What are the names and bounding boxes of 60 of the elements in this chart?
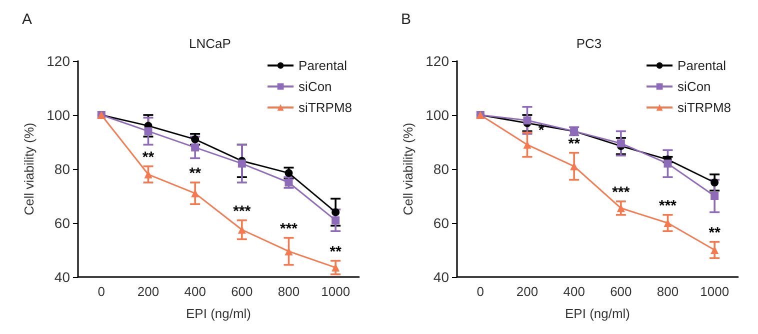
chart-title: PC3 — [576, 36, 602, 51]
point — [710, 192, 719, 200]
y-tick-label: 100 — [46, 107, 70, 123]
x-tick-label: 800 — [656, 284, 679, 299]
x-tick-label: 200 — [516, 284, 538, 299]
legend-label: Parental — [678, 58, 726, 73]
point — [616, 139, 625, 148]
y-axis-title: Cell viability (%) — [22, 122, 37, 216]
point — [664, 160, 672, 168]
y-tick-label: 120 — [46, 53, 70, 69]
point — [523, 116, 532, 124]
point — [191, 135, 200, 144]
x-tick-label: 600 — [610, 284, 632, 299]
point — [332, 208, 340, 216]
x-tick-label: 400 — [563, 284, 585, 299]
y-axis-title: Cell viability (%) — [400, 122, 416, 216]
y-tick-label: 100 — [426, 107, 450, 123]
y-tick-label: 80 — [433, 161, 450, 177]
point — [238, 160, 246, 168]
y-tick-label: 40 — [433, 269, 450, 285]
point — [332, 264, 340, 272]
point — [284, 169, 293, 178]
x-tick-label: 600 — [231, 284, 253, 299]
text: A — [22, 11, 32, 28]
y-tick-label: 120 — [426, 53, 450, 69]
annotation: ** — [189, 165, 202, 182]
legend-label: siTRPM8 — [298, 100, 352, 115]
x-tick-label: 1000 — [321, 284, 350, 299]
legend-label: siTRPM8 — [678, 100, 732, 115]
legend-label: siCon — [298, 79, 332, 94]
point — [332, 216, 340, 224]
legend-label: Parental — [298, 58, 348, 73]
point — [710, 178, 719, 186]
point — [191, 143, 200, 152]
text: B — [401, 11, 412, 28]
annotation: *** — [233, 202, 251, 220]
annotation: ** — [142, 148, 154, 166]
annotation: *** — [658, 197, 677, 214]
annotation: *** — [280, 220, 298, 238]
x-tick-label: 800 — [278, 284, 300, 299]
y-tick-label: 60 — [433, 215, 450, 231]
x-tick-label: 0 — [98, 284, 106, 299]
x-tick-label: 0 — [476, 284, 484, 299]
x-tick-label: 1000 — [700, 284, 730, 299]
annotation: *** — [612, 184, 630, 201]
point — [284, 178, 293, 186]
y-tick-label: 60 — [54, 215, 70, 231]
chart-title: LNCaP — [189, 36, 231, 51]
x-tick-label: 400 — [184, 284, 206, 299]
annotation: ** — [330, 243, 342, 260]
point — [144, 127, 152, 136]
y-tick-label: 40 — [54, 269, 70, 285]
annotation: ** — [708, 224, 721, 242]
annotation: ** — [568, 135, 580, 152]
point — [710, 246, 719, 254]
legend-label: siCon — [678, 79, 711, 94]
y-tick-label: 80 — [54, 161, 70, 177]
x-tick-label: 200 — [137, 284, 160, 299]
x-axis-title: EPI (ng/ml) — [564, 306, 630, 321]
x-axis-title: EPI (ng/ml) — [186, 306, 252, 321]
